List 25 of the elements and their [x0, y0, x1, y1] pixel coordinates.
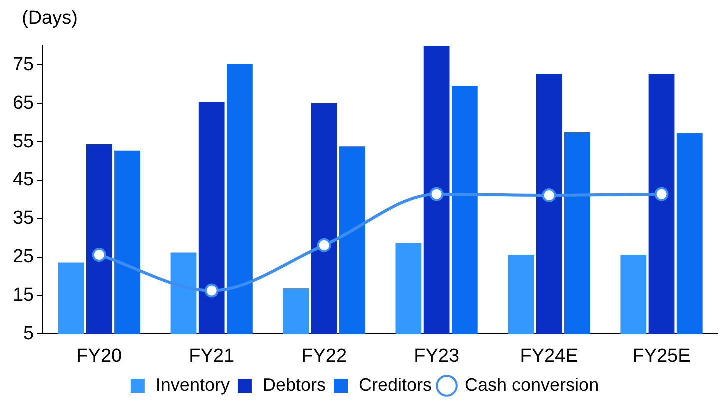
point	[204, 284, 219, 298]
y-tick-label: 35	[12, 208, 34, 230]
y-axis-title: (Days)	[22, 8, 78, 30]
legend-label: Cash conversion	[465, 374, 600, 395]
y-tick-label: 75	[12, 54, 34, 76]
y-tick-label: 65	[12, 92, 34, 114]
point	[92, 248, 106, 262]
legend-label: Debtors	[262, 374, 326, 395]
x-tick-label: FY20	[76, 346, 122, 367]
legend-label: Inventory	[156, 374, 230, 395]
legend-label: Creditors	[358, 374, 432, 395]
point	[542, 188, 556, 202]
y-tick-label: 45	[12, 170, 34, 191]
point	[430, 187, 444, 202]
point	[654, 187, 669, 202]
y-tick-label: 55	[12, 131, 34, 152]
x-tick-label: FY23	[414, 346, 460, 367]
x-tick-label: FY24E	[520, 346, 578, 367]
y-tick-label: 5	[24, 323, 34, 344]
x-tick-label: FY25E	[632, 346, 691, 367]
point	[317, 238, 332, 252]
x-tick-label: FY21	[189, 346, 235, 367]
y-tick-label: 15	[12, 285, 34, 306]
y-tick-label: 25	[12, 246, 34, 268]
x-tick-label: FY22	[302, 346, 348, 367]
